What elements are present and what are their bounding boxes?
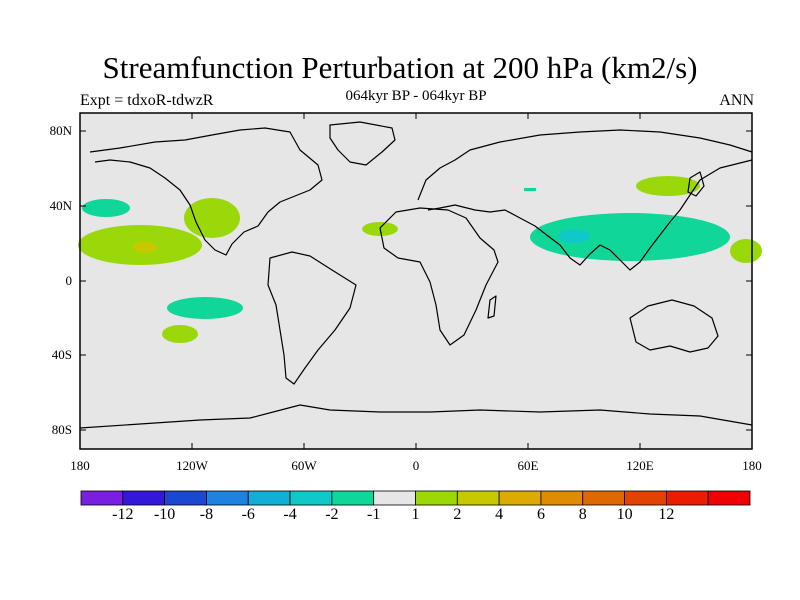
x-tick-label: 60W <box>291 458 317 473</box>
colorbar-label: -2 <box>325 506 339 523</box>
colorbar-swatch <box>624 490 667 506</box>
y-tick-label: 40N <box>49 198 72 213</box>
coast-australia <box>629 299 719 353</box>
coast-north-america <box>89 127 323 256</box>
anomaly-negative-small <box>524 188 536 191</box>
colorbar-swatch <box>540 490 584 506</box>
colorbar-label: -10 <box>153 506 176 523</box>
coast-japan <box>687 171 705 197</box>
anomaly-positive-west-pacific <box>730 239 762 263</box>
colorbar-label: 2 <box>453 506 462 523</box>
colorbar-label: 6 <box>536 506 545 523</box>
x-tick-label: 120W <box>176 458 208 473</box>
coast-antarctica <box>79 404 753 429</box>
experiment-label: Expt = tdxoR-tdwzR <box>80 92 214 109</box>
period-label: 064kyr BP - 064kyr BP <box>345 88 487 104</box>
colorbar-swatch <box>498 490 542 506</box>
colorbar-label: -1 <box>367 506 381 523</box>
colorbar-label: 8 <box>578 506 587 523</box>
colorbar-swatch <box>415 490 458 506</box>
coast-madagascar <box>487 295 497 319</box>
colorbar-label: -12 <box>112 506 134 523</box>
coast-africa <box>379 207 499 346</box>
anomaly-positive-mexico <box>184 198 240 238</box>
anomaly-negative-south-pacific <box>167 297 243 319</box>
colorbar-label: 1 <box>411 506 420 523</box>
y-tick-label: 40S <box>51 347 72 362</box>
colorbar-swatch <box>582 490 625 506</box>
colorbar-swatch <box>80 490 124 506</box>
anomaly-strong-asia-core <box>558 229 590 243</box>
coast-greenland <box>329 121 396 166</box>
x-tick-label: 180 <box>742 458 762 473</box>
x-tick-label: 120E <box>626 458 654 473</box>
x-tick-label: 0 <box>412 458 420 473</box>
colorbar-swatch <box>707 490 751 506</box>
anomaly-fields <box>78 176 762 343</box>
colorbar-swatch <box>122 490 166 506</box>
colorbar-label: 12 <box>658 506 675 523</box>
colorbar-swatch <box>665 490 709 506</box>
colorbar-label: -6 <box>241 506 255 523</box>
plot-title: Streamfunction Perturbation at 200 hPa (… <box>102 50 698 85</box>
colorbar-swatch <box>206 490 249 506</box>
anomaly-negative-north-pacific <box>82 199 130 217</box>
map-panel <box>80 113 752 449</box>
colorbar-swatch <box>164 490 207 506</box>
y-tick-label: 80S <box>51 422 72 437</box>
colorbar-label: -8 <box>199 506 214 523</box>
coast-south-america <box>267 251 357 385</box>
colorbar-swatch <box>456 490 500 506</box>
colorbar-swatch <box>373 490 416 506</box>
colorbar <box>80 490 751 506</box>
coast-europe-asia <box>417 129 753 271</box>
axis-ticks <box>80 113 752 449</box>
colorbar-label: 4 <box>495 506 504 523</box>
anomaly-strong-pacific-core <box>133 241 157 253</box>
anomaly-positive-south-pacific <box>162 325 198 343</box>
x-tick-label: 60E <box>517 458 539 473</box>
anomaly-positive-japan <box>636 176 700 196</box>
colorbar-label: -4 <box>283 506 297 523</box>
x-tick-label: 180 <box>70 458 90 473</box>
anomaly-negative-asia <box>530 213 730 261</box>
season-label: ANN <box>719 92 754 109</box>
colorbar-swatch <box>247 490 291 506</box>
colorbar-label: 10 <box>616 506 633 523</box>
y-tick-label: 0 <box>65 273 73 288</box>
colorbar-swatch <box>289 490 333 506</box>
colorbar-swatch <box>331 490 375 506</box>
coastlines <box>79 121 753 429</box>
y-tick-label: 80N <box>49 123 72 138</box>
